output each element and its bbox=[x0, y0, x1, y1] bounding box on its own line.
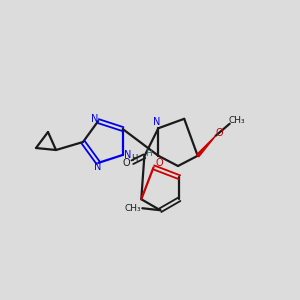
Text: N: N bbox=[91, 114, 98, 124]
Text: O: O bbox=[122, 158, 130, 168]
Text: O: O bbox=[216, 128, 224, 138]
Text: N: N bbox=[94, 162, 101, 172]
Text: H: H bbox=[132, 154, 138, 164]
Text: O: O bbox=[156, 158, 164, 168]
Polygon shape bbox=[196, 136, 216, 157]
Text: H: H bbox=[145, 149, 152, 158]
Text: CH₃: CH₃ bbox=[228, 116, 245, 125]
Text: N: N bbox=[124, 150, 131, 160]
Text: CH₃: CH₃ bbox=[124, 204, 141, 213]
Text: N: N bbox=[153, 117, 160, 127]
